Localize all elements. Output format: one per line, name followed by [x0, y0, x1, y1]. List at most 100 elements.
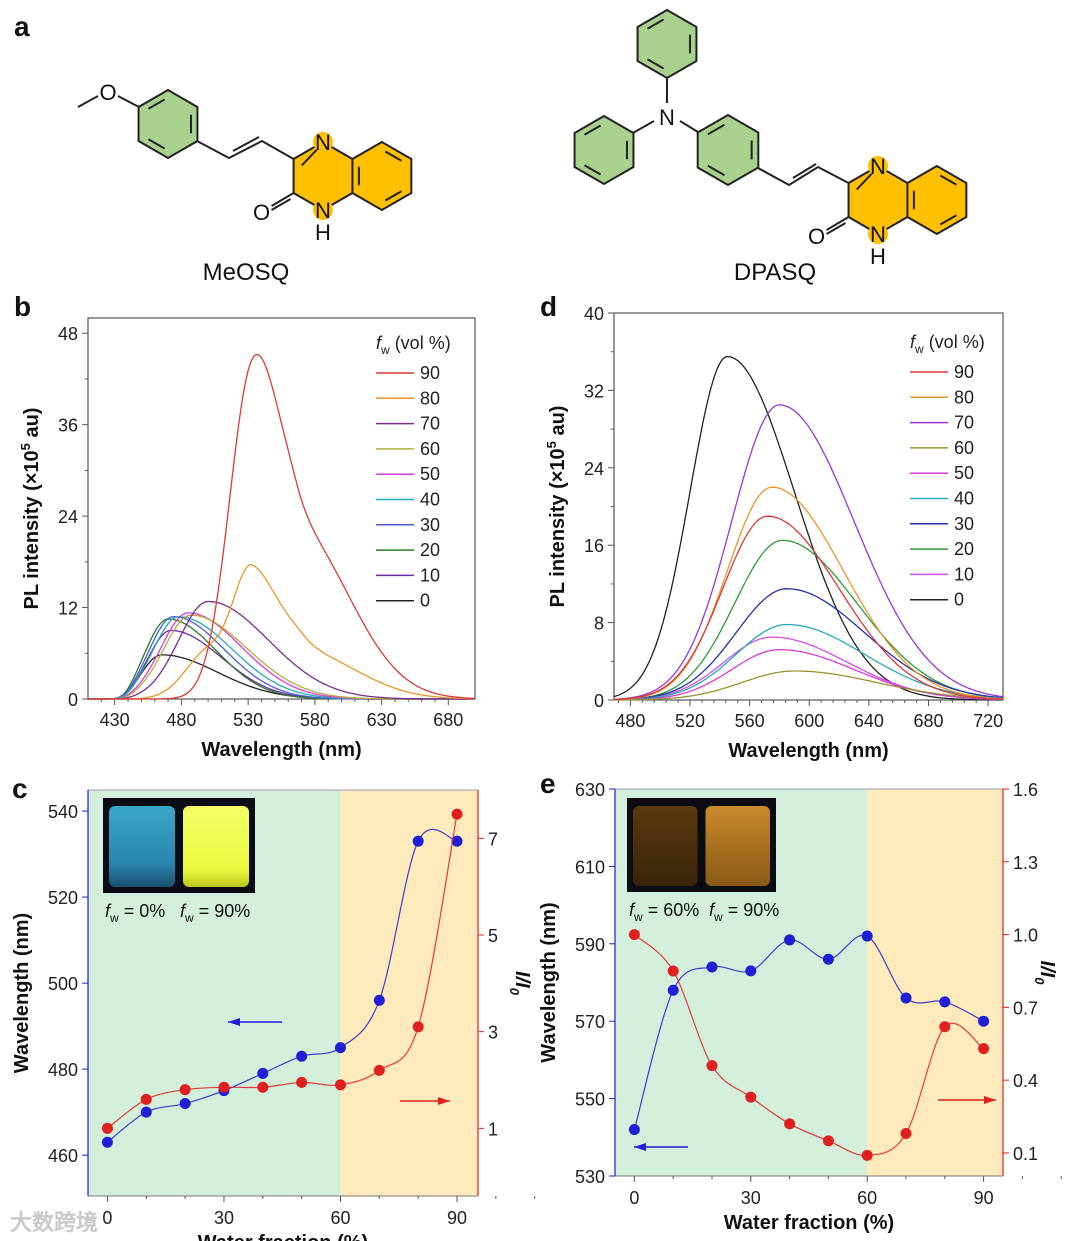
atom-h: H	[315, 220, 331, 245]
bond-methyl	[77, 95, 99, 108]
legend-label-90: 90	[954, 362, 974, 382]
spectrum-line-fw-80	[88, 564, 475, 700]
y-tick-label: 8	[594, 614, 604, 634]
double-bond	[792, 163, 817, 179]
x-tick-label: 640	[854, 711, 884, 731]
rest: (vol %)	[924, 332, 985, 352]
x-tick-label: 680	[913, 711, 943, 731]
y-title-sup: 5	[18, 443, 33, 450]
spectrum-line-fw-70	[613, 404, 1004, 700]
y-right-title-text: I/I	[511, 971, 533, 988]
spectrum-line-fw-50	[614, 649, 1003, 701]
legend-label-50: 50	[954, 463, 974, 483]
data-point-left	[667, 984, 679, 996]
data-point-left	[179, 1098, 191, 1110]
legend-label-10: 10	[954, 564, 974, 584]
legend-title: fw (vol %)	[910, 332, 985, 356]
legend-label-50: 50	[420, 464, 440, 484]
data-point-left	[257, 1067, 269, 1079]
italic-f: f	[709, 900, 716, 920]
data-point-left	[822, 953, 834, 965]
y-right-tick-label: 3	[488, 1023, 498, 1043]
double-bond	[232, 136, 260, 152]
y-left-axis-title: Wavelength (nm)	[11, 913, 33, 1073]
panel-label-b: b	[14, 291, 31, 322]
data-point-right	[667, 965, 679, 977]
data-point-right	[745, 1091, 757, 1103]
subscript: w	[109, 911, 119, 925]
y-right-tick-label: 1	[488, 1119, 498, 1139]
panel-c-water-fraction: 0 30 60 90 460 480 500 520 540 1 3 5 7 Water fraction…	[11, 789, 536, 1241]
y-tick-label: 40	[584, 304, 604, 324]
data-point-left	[334, 1042, 346, 1054]
vinyl-bond	[196, 139, 295, 160]
legend-label-80: 80	[420, 388, 440, 408]
y-title-text: PL intensity (×10	[21, 450, 43, 609]
data-point-left	[628, 1124, 640, 1136]
panel-d-spectra: 480 520 560 600 640 680 7200816243240Wavelengt…	[544, 304, 1004, 762]
y-left-tick-label: 630	[575, 780, 605, 800]
data-point-right	[334, 1079, 346, 1091]
x-tick-label: 720	[973, 711, 1003, 731]
subscript: w	[713, 910, 723, 924]
spectrum-line-fw-90	[613, 515, 1004, 701]
vinyl-bond	[757, 165, 850, 187]
atom-o: O	[808, 224, 825, 249]
atom-nh: N	[870, 222, 886, 247]
data-point-left	[412, 835, 424, 847]
x-tick-label: 580	[300, 710, 330, 730]
atom-h: H	[870, 244, 886, 269]
y-title-sup: 5	[544, 441, 559, 448]
italic-f: f	[105, 901, 112, 921]
double-bond	[384, 190, 402, 202]
legend-label-40: 40	[954, 489, 974, 509]
subscript: w	[380, 343, 390, 357]
x-tick-label: 60	[857, 1188, 877, 1208]
atom-bg	[313, 132, 333, 152]
double-bond	[856, 172, 873, 191]
y-title-text: au)	[21, 408, 43, 444]
carbonyl-bond	[271, 192, 295, 207]
atom-o-methoxy: O	[99, 80, 116, 105]
y-right-title-sub: 0	[1032, 977, 1047, 985]
y-left-tick-label: 480	[48, 1060, 78, 1080]
y-axis-title: PL intensity (×105 au)	[544, 406, 569, 608]
inset-caption-left: fw = 60%	[629, 900, 699, 924]
y-left-tick-label: 500	[48, 974, 78, 994]
spectrum-line-fw-80	[613, 486, 1004, 701]
legend-label-20: 20	[420, 540, 440, 560]
atom-n: N	[315, 130, 331, 155]
phenylene-ring	[696, 113, 760, 187]
legend-label-20: 20	[954, 539, 974, 559]
double-bond	[707, 123, 725, 136]
right-axis-arrow-icon-head	[438, 1097, 450, 1105]
legend-label-60: 60	[954, 438, 974, 458]
data-point-right	[706, 1060, 718, 1072]
double-bond	[939, 214, 957, 226]
inset-caption-right: fw = 90%	[709, 900, 779, 924]
meosq-name: MeOSQ	[203, 259, 290, 286]
y-title-text: au)	[547, 406, 569, 442]
x-tick-label: 90	[447, 1208, 467, 1228]
panel-label-d: d	[540, 291, 557, 322]
y-axis-title: PL intensity (×105 au)	[18, 408, 43, 610]
spectrum-line-fw-70	[88, 600, 475, 700]
double-bond	[939, 174, 957, 186]
phenyl-ring-left	[573, 114, 635, 186]
panel-e-water-fraction: 0 30 60 90 530 550 570 590 610 630 0.1 0.4 0.7 1.0 1.3…	[538, 780, 1062, 1234]
rest: = 60%	[643, 900, 700, 920]
subscript: w	[184, 911, 194, 925]
data-point-left	[101, 1136, 113, 1148]
legend-label-0: 0	[420, 591, 430, 611]
atom-bg	[868, 224, 888, 244]
atom-n-amine: N	[659, 105, 675, 130]
x-tick-label: 0	[629, 1188, 639, 1208]
panel-label-c: c	[12, 773, 28, 804]
data-point-right	[373, 1064, 385, 1076]
spectrum-line-fw-90	[88, 353, 475, 700]
data-point-right	[784, 1118, 796, 1130]
data-point-left	[140, 1106, 152, 1118]
y-left-tick-label: 610	[575, 857, 605, 877]
y-left-tick-label: 570	[575, 1012, 605, 1032]
